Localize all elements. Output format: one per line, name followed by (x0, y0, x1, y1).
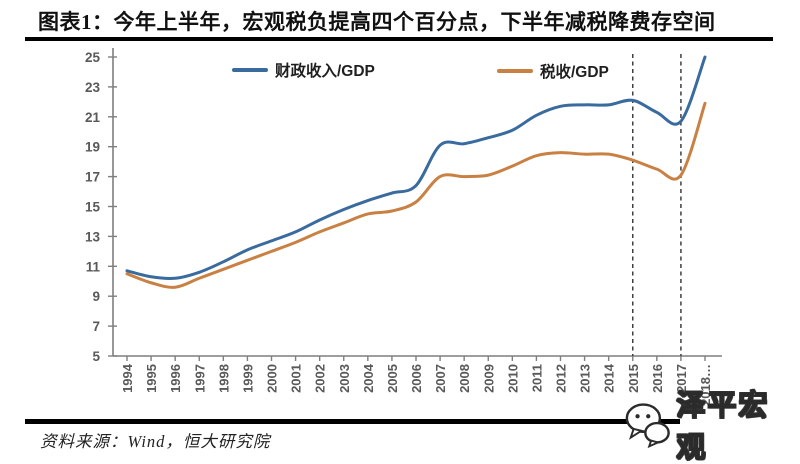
x-tick-label: 2015 (626, 364, 641, 393)
y-tick-label: 13 (85, 229, 101, 244)
y-tick-label: 5 (92, 349, 100, 364)
y-tick-label: 7 (92, 319, 100, 334)
y-tick-label: 23 (85, 80, 101, 95)
fiscal-revenue-line (125, 55, 707, 281)
legend-item-tax: 税收/GDP (497, 60, 609, 82)
legend-label-fiscal: 财政收入/GDP (275, 63, 375, 80)
x-tick-label: 2009 (481, 364, 496, 393)
x-tick-label: 2012 (554, 364, 569, 393)
tax-revenue-line (125, 101, 707, 289)
y-tick-label: 11 (86, 259, 101, 274)
x-tick-label: 1997 (192, 364, 207, 393)
x-tick-label: 2006 (409, 364, 424, 393)
x-tick-label: 2014 (602, 363, 617, 393)
y-tick-label: 25 (85, 50, 101, 65)
x-tick-label: 2016 (650, 364, 665, 393)
chart-area: 5 7 9 11 13 15 17 19 21 23 25 1994 1995 1996 1997 1998 1… (0, 40, 800, 420)
x-tick-label: 1998 (216, 364, 231, 393)
y-tick-label: 9 (92, 289, 100, 304)
title-divider (25, 37, 773, 41)
x-tick-label: 2010 (505, 364, 520, 393)
footer-divider (25, 419, 680, 424)
x-tick-label: 2000 (265, 364, 280, 393)
x-tick-label: 2017 (674, 364, 689, 393)
legend-item-fiscal: 财政收入/GDP (232, 59, 375, 81)
x-tick-label: 2003 (337, 364, 352, 393)
x-tick-label: 1996 (168, 364, 183, 393)
watermark: 泽平宏观 (622, 389, 797, 464)
x-tick-label: 1999 (240, 364, 255, 393)
legend-label-tax: 税收/GDP (540, 64, 609, 81)
x-tick-label: 2013 (578, 364, 593, 393)
x-tick-label: 2007 (433, 364, 448, 393)
x-tick-label: 2005 (385, 364, 400, 393)
x-tick-label: 2004 (361, 363, 376, 393)
watermark-text: 泽平宏观 (676, 389, 770, 464)
x-tick-label: 2002 (313, 364, 328, 393)
page-title: 图表1：今年上半年，宏观税负提高四个百分点，下半年减税降费存空间 (38, 10, 716, 34)
tax-line-swatch (497, 69, 533, 73)
x-tick-label: 2008 (457, 364, 472, 393)
y-tick-label: 19 (85, 140, 100, 155)
source-note: 资料来源：Wind，恒大研究院 (40, 432, 271, 451)
x-tick-label: 2011 (529, 364, 544, 392)
y-tick-label: 17 (85, 170, 100, 185)
chat-bubbles-icon (625, 403, 670, 448)
line-chart: 5 7 9 11 13 15 17 19 21 23 25 1994 1995 1996 1997 1998 1… (85, 48, 722, 406)
x-tick-label: 1994 (120, 363, 135, 393)
y-tick-label: 15 (85, 200, 101, 215)
x-tick-label: 1995 (144, 364, 159, 393)
x-tick-label: 2001 (289, 364, 304, 393)
x-tick-label: 2018… (698, 364, 713, 406)
y-tick-label: 21 (85, 110, 101, 125)
fiscal-line-swatch (232, 68, 268, 72)
